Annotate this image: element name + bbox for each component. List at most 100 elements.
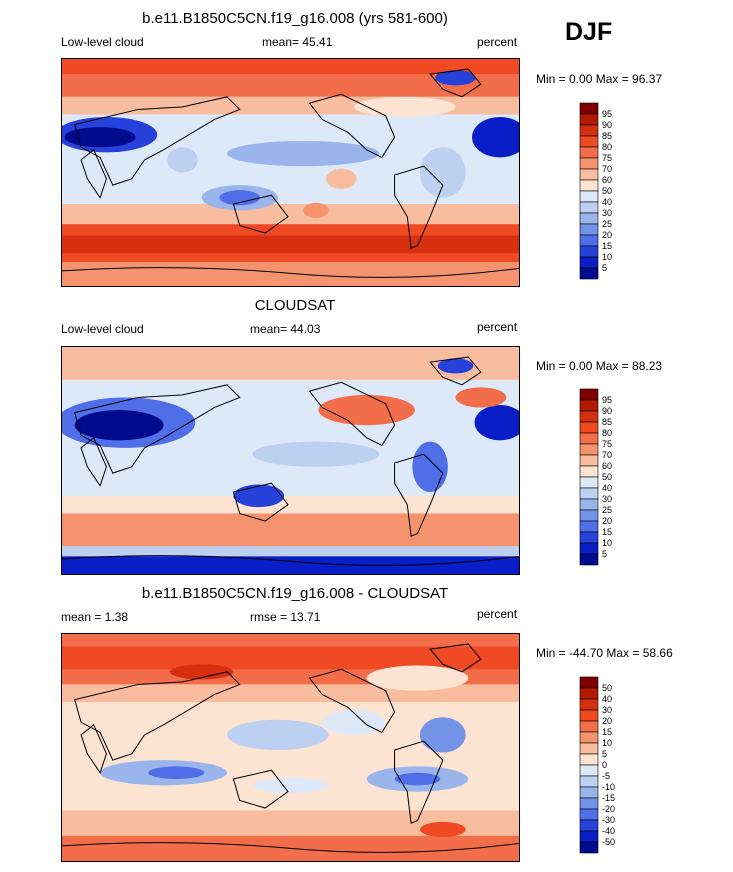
colorbar-box — [579, 168, 599, 181]
colorbar-label: 15 — [602, 241, 612, 251]
colorbar-label: -40 — [602, 826, 615, 836]
colorbar-box — [579, 421, 599, 434]
colorbar-label: 5 — [602, 749, 607, 759]
colorbar-box — [579, 742, 599, 755]
colorbar-label: 50 — [602, 683, 612, 693]
colorbar-label: 50 — [602, 186, 612, 196]
colorbar-box — [579, 179, 599, 192]
colorbar-label: 5 — [602, 263, 607, 273]
panel-2-map-field — [62, 347, 519, 574]
panel-3-title: b.e11.B1850C5CN.f19_g16.008 - CLOUDSAT — [141, 585, 449, 602]
colorbar-label: 40 — [602, 197, 612, 207]
panel-3-center-label: rmse = 13.71 — [250, 610, 321, 624]
panel-3-map-field — [62, 634, 519, 861]
colorbar-box — [579, 819, 599, 832]
colorbar-label: -15 — [602, 793, 615, 803]
colorbar-box — [579, 487, 599, 500]
colorbar-box — [579, 542, 599, 555]
colorbar-label: 85 — [602, 131, 612, 141]
panel-2-center-label: mean= 44.03 — [250, 322, 321, 336]
colorbar-box — [579, 102, 599, 115]
panel-1-title: b.e11.B1850C5CN.f19_g16.008 (yrs 581-600… — [142, 10, 448, 27]
colorbar-box — [579, 720, 599, 733]
colorbar-box — [579, 676, 599, 689]
colorbar-label: 60 — [602, 461, 612, 471]
colorbar-label: -30 — [602, 815, 615, 825]
colorbar-box — [579, 234, 599, 247]
colorbar-box — [579, 388, 599, 401]
colorbar-label: 5 — [602, 549, 607, 559]
colorbar-box — [579, 135, 599, 148]
colorbar-label: 40 — [602, 483, 612, 493]
panel-2-minmax: Min = 0.00 Max = 88.23 — [536, 359, 663, 373]
colorbar-box — [579, 698, 599, 711]
panel-1-minmax: Min = 0.00 Max = 96.37 — [536, 72, 663, 86]
colorbar-label: 10 — [602, 252, 612, 262]
colorbar-label: 20 — [602, 230, 612, 240]
colorbar-label: 95 — [602, 395, 612, 405]
colorbar-box — [579, 146, 599, 159]
panel-3-left-label: mean = 1.38 — [61, 610, 129, 624]
colorbar-box — [579, 443, 599, 456]
panel-1-map-field — [62, 59, 519, 286]
colorbar-label: 0 — [602, 760, 607, 770]
colorbar-label: 80 — [602, 142, 612, 152]
colorbar-box — [579, 476, 599, 489]
colorbar-label: 30 — [602, 208, 612, 218]
colorbar-box — [579, 113, 599, 126]
colorbar-box — [579, 465, 599, 478]
colorbar-label: 70 — [602, 450, 612, 460]
colorbar-box — [579, 190, 599, 203]
colorbar-box — [579, 753, 599, 766]
colorbar-label: 20 — [602, 716, 612, 726]
colorbar-box — [579, 498, 599, 511]
panel-1-left-label: Low-level cloud — [61, 35, 144, 49]
colorbar-box — [579, 410, 599, 423]
colorbar-box — [579, 212, 599, 225]
colorbar-label: 30 — [602, 494, 612, 504]
panel-2-title: CLOUDSAT — [254, 297, 336, 314]
colorbar-box — [579, 201, 599, 214]
colorbar-box — [579, 509, 599, 522]
panel-2-map — [61, 346, 520, 575]
panel-2-left-label: Low-level cloud — [61, 322, 144, 336]
panel-2-colorbar: 95 90 85 80 75 70 60 50 40 30 25 20 15 10 5 — [579, 388, 640, 569]
colorbar-label: 10 — [602, 538, 612, 548]
colorbar-label: 25 — [602, 219, 612, 229]
colorbar-label: 60 — [602, 175, 612, 185]
colorbar-label: 80 — [602, 428, 612, 438]
colorbar-label: 75 — [602, 153, 612, 163]
colorbar-box — [579, 830, 599, 843]
colorbar-box — [579, 531, 599, 544]
season-label: DJF — [565, 18, 613, 46]
colorbar-box — [579, 709, 599, 722]
colorbar-box — [579, 687, 599, 700]
colorbar-label: 20 — [602, 516, 612, 526]
colorbar-box — [579, 256, 599, 269]
colorbar-box — [579, 245, 599, 258]
colorbar-box — [579, 267, 599, 280]
colorbar-label: 50 — [602, 472, 612, 482]
colorbar-label: 15 — [602, 527, 612, 537]
panel-1-right-label: percent — [477, 35, 518, 49]
colorbar-box — [579, 124, 599, 137]
colorbar-box — [579, 432, 599, 445]
colorbar-label: 90 — [602, 120, 612, 130]
colorbar-box — [579, 775, 599, 788]
colorbar-box — [579, 841, 599, 854]
colorbar-label: 90 — [602, 406, 612, 416]
colorbar-label: 40 — [602, 694, 612, 704]
colorbar-label: 70 — [602, 164, 612, 174]
colorbar-box — [579, 764, 599, 777]
colorbar-box — [579, 553, 599, 566]
colorbar-label: 10 — [602, 738, 612, 748]
colorbar-box — [579, 797, 599, 810]
colorbar-label: -20 — [602, 804, 615, 814]
panel-1-colorbar: 95 90 85 80 75 70 60 50 40 30 25 20 15 10 5 — [579, 102, 640, 283]
panel-3-map — [61, 633, 520, 862]
panel-3-minmax: Min = -44.70 Max = 58.66 — [536, 646, 673, 660]
colorbar-label: -5 — [602, 771, 610, 781]
